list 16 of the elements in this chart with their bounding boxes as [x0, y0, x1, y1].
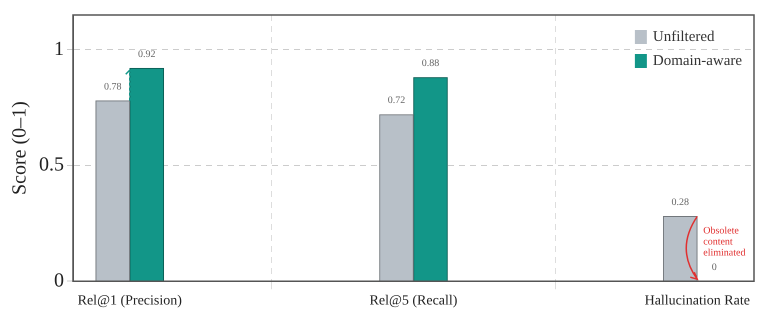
x-tick-label: Hallucination Rate — [644, 293, 750, 308]
y-tick-label: 1 — [54, 38, 64, 60]
data-label: 0.88 — [422, 58, 440, 70]
x-tick-label: Rel@5 (Recall) — [370, 293, 458, 308]
y-tick-label: 0 — [54, 269, 64, 292]
legend-label: Unfiltered — [652, 28, 716, 45]
annotation: Obsolete content eliminated — [703, 225, 746, 258]
y-tick-label: 0.5 — [39, 154, 64, 176]
data-label: 0.28 — [672, 197, 689, 208]
legend-label: Domain-aware — [652, 52, 742, 69]
y-axis-title: Score (0–1) — [8, 101, 30, 196]
data-label: 0.78 — [104, 81, 122, 92]
data-label: 0.92 — [138, 48, 156, 60]
data-label: 0 — [712, 262, 717, 273]
x-tick-label: Rel@1 (Precision) — [78, 293, 182, 308]
data-label: 0.72 — [388, 95, 406, 106]
